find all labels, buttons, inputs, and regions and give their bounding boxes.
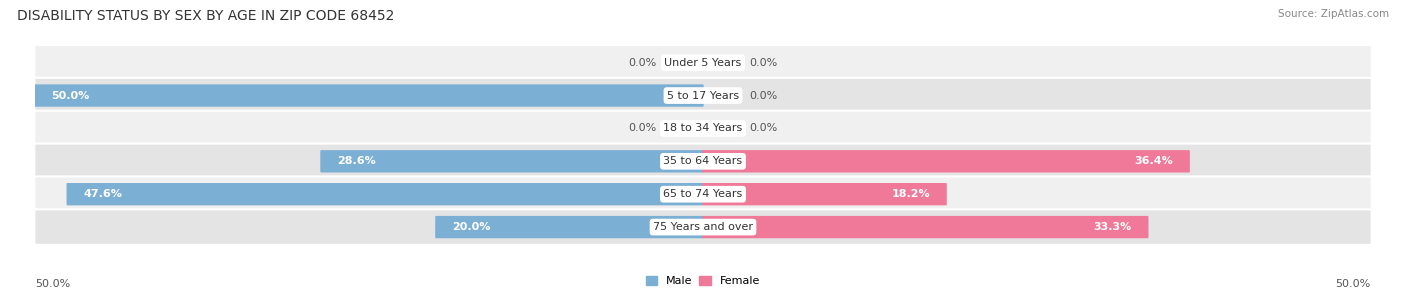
FancyBboxPatch shape xyxy=(703,183,946,205)
Text: 35 to 64 Years: 35 to 64 Years xyxy=(664,156,742,166)
Text: 5 to 17 Years: 5 to 17 Years xyxy=(666,91,740,101)
Text: 18.2%: 18.2% xyxy=(891,189,931,199)
Text: 0.0%: 0.0% xyxy=(628,58,657,68)
FancyBboxPatch shape xyxy=(34,78,1372,113)
Text: 36.4%: 36.4% xyxy=(1135,156,1173,166)
Text: 0.0%: 0.0% xyxy=(628,124,657,133)
FancyBboxPatch shape xyxy=(703,150,1189,173)
Text: 0.0%: 0.0% xyxy=(749,58,778,68)
Text: 65 to 74 Years: 65 to 74 Years xyxy=(664,189,742,199)
FancyBboxPatch shape xyxy=(34,111,1372,146)
FancyBboxPatch shape xyxy=(34,176,1372,212)
FancyBboxPatch shape xyxy=(35,84,703,107)
Text: 50.0%: 50.0% xyxy=(51,91,90,101)
FancyBboxPatch shape xyxy=(436,216,703,238)
Text: Under 5 Years: Under 5 Years xyxy=(665,58,741,68)
Text: 28.6%: 28.6% xyxy=(337,156,375,166)
Text: 18 to 34 Years: 18 to 34 Years xyxy=(664,124,742,133)
FancyBboxPatch shape xyxy=(34,144,1372,179)
Text: 50.0%: 50.0% xyxy=(35,279,70,289)
FancyBboxPatch shape xyxy=(34,45,1372,81)
FancyBboxPatch shape xyxy=(34,209,1372,245)
Text: 50.0%: 50.0% xyxy=(1336,279,1371,289)
Text: 33.3%: 33.3% xyxy=(1094,222,1132,232)
Legend: Male, Female: Male, Female xyxy=(641,272,765,291)
FancyBboxPatch shape xyxy=(703,216,1149,238)
FancyBboxPatch shape xyxy=(66,183,703,205)
Text: 20.0%: 20.0% xyxy=(451,222,491,232)
FancyBboxPatch shape xyxy=(321,150,703,173)
Text: 0.0%: 0.0% xyxy=(749,124,778,133)
Text: 75 Years and over: 75 Years and over xyxy=(652,222,754,232)
Text: Source: ZipAtlas.com: Source: ZipAtlas.com xyxy=(1278,9,1389,19)
Text: 0.0%: 0.0% xyxy=(749,91,778,101)
Text: DISABILITY STATUS BY SEX BY AGE IN ZIP CODE 68452: DISABILITY STATUS BY SEX BY AGE IN ZIP C… xyxy=(17,9,394,23)
Text: 47.6%: 47.6% xyxy=(83,189,122,199)
